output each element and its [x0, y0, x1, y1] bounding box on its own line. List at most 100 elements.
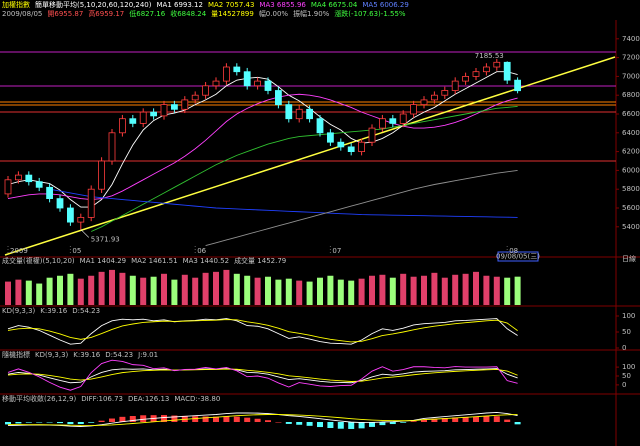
y-tick-label: 5400: [622, 223, 640, 231]
candle-body: [160, 104, 168, 117]
bar: [119, 416, 126, 422]
bar: [514, 276, 521, 305]
bar: [15, 422, 22, 424]
bar: [223, 416, 230, 422]
bar: [109, 269, 115, 305]
candle-body: [14, 174, 22, 181]
bar: [46, 422, 53, 423]
bar: [514, 422, 521, 425]
panel-title: 移動平均收斂(26,12,9): [2, 394, 76, 403]
bar: [171, 279, 178, 305]
y-tick-label: 6800: [622, 91, 640, 99]
x-tick-label: 2009: [10, 247, 28, 255]
bar: [400, 422, 407, 423]
header-text: 漲跌(-107.63)-1.55%: [334, 10, 406, 18]
y-tick-label: 100: [622, 363, 635, 371]
panel-title: 成交量 1452.79: [234, 256, 286, 265]
header-text: 高6959.17: [88, 10, 125, 18]
bar: [337, 422, 344, 429]
y-tick-label: 50: [622, 328, 631, 336]
bar: [317, 277, 323, 305]
y-tick-label: 5600: [622, 204, 640, 212]
candle-body: [46, 186, 53, 200]
y-tick-label: 50: [622, 372, 631, 380]
bar: [504, 277, 511, 305]
bar: [171, 415, 178, 422]
indicator-line: [7, 359, 518, 391]
annotation-leader: [80, 229, 90, 238]
bar: [254, 277, 261, 305]
bar: [369, 422, 375, 427]
candle-body: [410, 104, 418, 115]
bar: [46, 277, 53, 305]
bar: [327, 275, 334, 305]
bar: [77, 278, 84, 305]
bar: [358, 422, 365, 429]
bar: [296, 280, 303, 305]
bar: [265, 420, 271, 422]
bar: [25, 422, 32, 423]
candle-body: [77, 216, 85, 223]
bar: [192, 416, 199, 422]
panel-title: K:39.16: [73, 351, 101, 359]
bar: [337, 279, 344, 305]
panel-title: K:39.16: [40, 307, 68, 315]
candle-body: [462, 76, 470, 82]
bar: [15, 279, 22, 305]
bar: [36, 283, 43, 305]
bar: [285, 422, 292, 424]
indicator-line: [7, 413, 518, 426]
y-tick-label: 6000: [622, 166, 640, 174]
bar: [348, 422, 355, 429]
bar: [233, 273, 240, 305]
candle-body: [243, 71, 251, 87]
bar: [431, 272, 438, 305]
candle-body: [358, 141, 366, 152]
header-text: MA2 7057.43: [207, 1, 255, 9]
candle-body: [181, 99, 189, 110]
candle-body: [503, 61, 511, 81]
candle-body: [337, 141, 345, 148]
bar: [379, 422, 386, 426]
header-text: MA1 6993.12: [156, 1, 203, 9]
candle-body: [347, 146, 355, 152]
header-text: 低6827.16: [129, 10, 166, 18]
bar: [400, 273, 407, 305]
x-tick-label: 08: [509, 247, 518, 255]
indicator-line: [7, 368, 518, 382]
header-text: MA3 6855.96: [259, 1, 306, 9]
indicator-line: [7, 319, 518, 343]
bar: [244, 275, 251, 305]
trend-line: [4, 56, 616, 256]
candle-body: [56, 198, 64, 209]
y-tick-label: 6600: [622, 110, 640, 118]
candle-body: [472, 71, 480, 77]
bar: [441, 418, 448, 422]
candle-body: [170, 104, 178, 110]
bar: [119, 272, 126, 305]
candle-body: [108, 132, 116, 162]
header-text: MA5 6006.29: [362, 1, 409, 9]
y-tick-label: 5800: [622, 185, 640, 193]
bar: [5, 281, 11, 305]
candle-body: [399, 113, 407, 124]
bar: [483, 275, 490, 305]
bar: [410, 421, 417, 422]
bar: [389, 422, 396, 425]
x-tick-label: 07: [332, 247, 341, 255]
bar: [57, 275, 63, 305]
bar: [296, 422, 303, 425]
bar: [462, 273, 469, 305]
candle-body: [368, 127, 376, 143]
bar: [161, 273, 167, 305]
candle-body: [222, 66, 230, 82]
panel-title: MACD:-38.80: [174, 395, 220, 403]
candle-body: [35, 181, 43, 188]
bar: [5, 422, 11, 425]
bar: [265, 276, 271, 305]
bar: [77, 422, 84, 425]
indicator-line: [49, 188, 518, 218]
bar: [441, 277, 448, 305]
candle-body: [285, 104, 293, 120]
